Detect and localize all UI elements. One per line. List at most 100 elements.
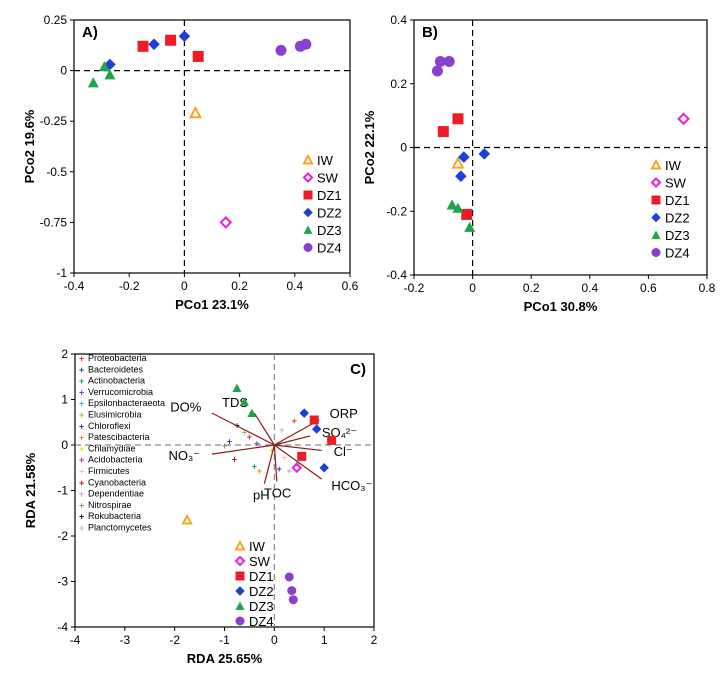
y-tick-label: -1 [56,266,67,280]
legend-marker-dz1 [651,195,661,205]
data-point-dz1 [327,435,337,445]
taxa-legend-label: Patescibacteria [88,432,150,442]
y-tick-label: 0.4 [390,13,407,27]
data-point-dz1 [309,415,319,425]
legend-label: DZ3 [317,223,342,238]
legend-label: DZ1 [665,193,690,208]
taxa-point: + [282,452,287,462]
env-vector-label: TDS [222,395,248,410]
taxa-legend-marker: + [79,455,84,465]
data-point-dz4 [300,38,312,50]
data-point-dz3 [452,202,464,213]
taxa-legend-marker: + [79,433,84,443]
taxa-legend-label: Actinobacteria [88,376,145,386]
x-tick-label: 0.4 [286,279,303,293]
legend-marker-dz3 [303,225,313,234]
legend-label: DZ2 [249,584,274,599]
legend-marker-sw [302,172,314,183]
data-point-dz3 [239,397,249,406]
taxa-legend-marker: + [79,467,84,477]
taxa-point: + [252,461,257,471]
x-tick-label: -1 [219,633,230,647]
legend-label: DZ3 [665,228,690,243]
x-tick-label: -0.2 [404,281,425,295]
x-tick-label: -3 [119,633,130,647]
panel-1: -0.4 -0.2 0 0.2 0.4 0.6 0.25 0 -0.25 -0.5 -0.75 -1 P… [22,13,359,312]
data-point-iw [181,513,193,525]
legend-label: DZ4 [665,246,690,261]
legend-marker-dz4 [303,243,313,252]
taxa-point: + [254,439,259,449]
taxa-legend-marker: + [79,421,84,431]
env-vector [273,444,323,480]
taxa-legend: + Proteobacteria + Bacteroidetes + Actinobact… [79,353,165,533]
y-tick-label: -3 [57,575,68,589]
taxa-legend-marker: + [79,478,84,488]
env-vector-label: SO₄²⁻ [322,425,357,440]
legend-label: DZ1 [317,188,342,203]
data-point-dz3 [446,199,458,210]
x-axis-label: PCo1 30.8% [524,299,598,314]
env-vector [211,444,275,455]
env-vector-label: Cl⁻ [334,444,353,459]
taxa-legend-marker: + [79,500,84,510]
y-tick-label: 0.2 [390,77,407,91]
data-point-dz4 [288,595,298,605]
x-tick-label: 2 [371,633,378,647]
data-point-dz4 [284,572,294,582]
taxa-point: + [242,427,247,437]
data-point-dz2 [319,463,329,473]
x-tick-label: 0 [181,279,188,293]
taxa-legend-marker: + [79,354,84,364]
env-vector [263,444,275,484]
panel-label: A) [82,24,98,41]
taxa-legend-label: Acidobacteria [88,455,143,465]
x-tick-label: 0.8 [699,281,716,295]
legend-label: IW [317,153,334,168]
data-point-dz4 [443,55,455,67]
taxa-point: + [279,425,284,435]
y-tick-label: -4 [57,620,68,634]
data-point-sw [291,462,303,474]
data-point-dz2 [455,170,467,182]
env-vector [253,412,275,446]
env-vector-label: pH [253,487,270,502]
y-tick-label: 1 [61,393,68,407]
x-tick-label: 0.2 [523,281,540,295]
x-axis-label: PCo1 23.1% [175,297,249,312]
data-point-dz2 [299,408,309,418]
legend-label: SW [665,176,687,191]
taxa-legend-marker: + [79,512,84,522]
taxa-point: + [277,464,282,474]
taxa-legend-marker: + [79,399,84,409]
env-vector [211,412,275,446]
data-point-dz3 [247,408,257,417]
legend-marker-dz2 [303,207,313,218]
data-point-dz2 [178,30,191,42]
data-point-iw [451,156,465,169]
data-point-dz1 [165,34,177,46]
env-vector-label: DO% [170,400,202,415]
data-point-dz3 [98,61,110,72]
data-point-dz3 [104,69,116,80]
data-point-dz4 [287,586,297,596]
taxa-legend-marker: + [79,489,84,499]
data-point-dz2 [311,424,322,434]
x-tick-label: -4 [70,633,81,647]
legend-label: DZ2 [665,211,690,226]
data-point-dz1 [137,40,149,52]
data-point-dz1 [461,208,473,220]
taxa-point: + [247,432,252,442]
x-tick-label: 0.2 [231,279,248,293]
x-tick-label: 0 [271,633,278,647]
y-axis-label: PCo2 19.6% [22,109,37,183]
legend-marker-iw [650,158,662,170]
taxa-legend-label: Rokubacteria [88,511,141,521]
taxa-legend-label: Verrucomicrobia [88,387,153,397]
legend-marker-sw [234,555,246,567]
taxa-point: + [232,455,237,465]
data-point-dz1 [452,113,464,125]
x-tick-label: -0.2 [119,279,140,293]
